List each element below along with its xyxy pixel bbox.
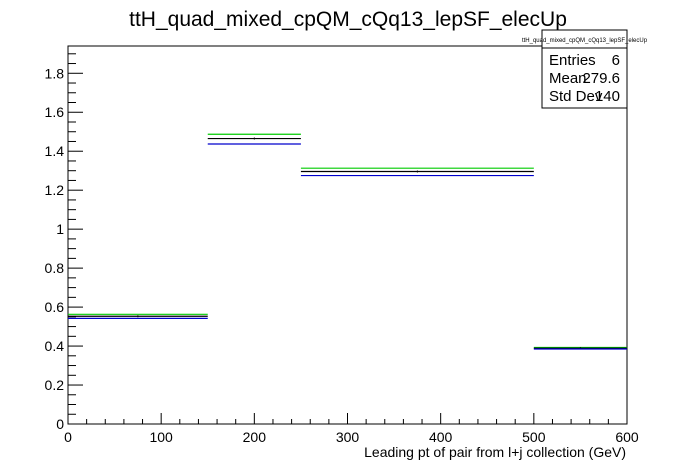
x-tick-label: 300 xyxy=(336,429,360,445)
y-tick-label: 1.6 xyxy=(45,104,65,120)
y-tick-label: 1 xyxy=(56,221,64,237)
y-tick-label: 1.8 xyxy=(45,65,65,81)
stats-stddev-value: 140 xyxy=(595,88,620,105)
y-tick-label: 0.8 xyxy=(45,260,65,276)
y-tick-label: 0.6 xyxy=(45,299,65,315)
series-0 xyxy=(68,133,627,349)
x-tick-label: 200 xyxy=(243,429,267,445)
x-tick-label: 600 xyxy=(615,429,639,445)
y-tick-label: 0 xyxy=(56,416,64,432)
series-1 xyxy=(68,137,627,350)
x-tick-label: 400 xyxy=(429,429,453,445)
x-axis-label: Leading pt of pair from l+j collection (… xyxy=(364,444,626,460)
stats-entries-label: Entries xyxy=(549,52,596,69)
series-2 xyxy=(68,143,627,350)
y-tick-label: 1.4 xyxy=(45,143,65,159)
x-tick-label: 0 xyxy=(64,429,72,445)
stats-box: ttH_quad_mixed_cpQM_cQq13_lepSF_elecUp E… xyxy=(522,29,648,109)
stats-mean-label: Mean xyxy=(549,70,587,87)
y-tick-label: 1.2 xyxy=(45,182,65,198)
x-tick-label: 100 xyxy=(149,429,173,445)
chart-title: ttH_quad_mixed_cpQM_cQq13_lepSF_elecUp xyxy=(129,8,567,31)
stats-stddev-label: Std Dev xyxy=(549,88,603,105)
x-tick-label: 500 xyxy=(522,429,546,445)
y-tick-label: 0.2 xyxy=(45,377,65,393)
stats-mean-value: 279.6 xyxy=(582,70,620,87)
stats-entries-value: 6 xyxy=(612,52,620,69)
y-tick-label: 0.4 xyxy=(45,338,65,354)
stats-title: ttH_quad_mixed_cpQM_cQq13_lepSF_elecUp xyxy=(522,38,648,44)
